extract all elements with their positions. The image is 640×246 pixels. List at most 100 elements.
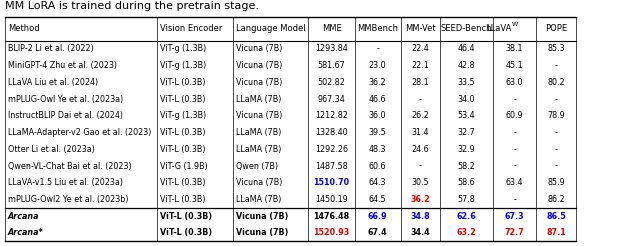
Text: Language Model: Language Model — [236, 24, 305, 33]
Text: 67.3: 67.3 — [505, 212, 524, 221]
Text: 57.8: 57.8 — [458, 195, 476, 204]
Text: 63.2: 63.2 — [457, 229, 476, 237]
Text: Method: Method — [8, 24, 39, 33]
Text: -: - — [513, 95, 516, 104]
Text: Vision Encoder: Vision Encoder — [160, 24, 222, 33]
Text: 58.6: 58.6 — [458, 178, 476, 187]
Text: 64.5: 64.5 — [369, 195, 387, 204]
Text: Otter Li et al. (2023a): Otter Li et al. (2023a) — [8, 145, 95, 154]
Text: 32.7: 32.7 — [458, 128, 476, 137]
Text: 85.9: 85.9 — [547, 178, 565, 187]
Text: 581.67: 581.67 — [317, 61, 346, 70]
Text: SEED-Bench: SEED-Bench — [441, 24, 492, 33]
Text: 38.1: 38.1 — [506, 45, 524, 53]
Text: 46.4: 46.4 — [458, 45, 476, 53]
Text: ViT-L (0.3B): ViT-L (0.3B) — [160, 229, 212, 237]
Text: 42.8: 42.8 — [458, 61, 476, 70]
Text: 1510.70: 1510.70 — [314, 178, 349, 187]
Text: -: - — [555, 61, 557, 70]
Text: 31.4: 31.4 — [412, 128, 429, 137]
Text: 46.6: 46.6 — [369, 95, 387, 104]
Text: ViT-L (0.3B): ViT-L (0.3B) — [160, 128, 205, 137]
Text: LLaMA (7B): LLaMA (7B) — [236, 95, 281, 104]
Text: 60.6: 60.6 — [369, 162, 387, 170]
Text: 1476.48: 1476.48 — [314, 212, 349, 221]
Text: Vicuna (7B): Vicuna (7B) — [236, 229, 288, 237]
Text: POPE: POPE — [545, 24, 567, 33]
Text: Arcana: Arcana — [8, 212, 39, 221]
Text: -: - — [376, 45, 379, 53]
Text: -: - — [555, 95, 557, 104]
Text: LLaMA-Adapter-v2 Gao et al. (2023): LLaMA-Adapter-v2 Gao et al. (2023) — [8, 128, 151, 137]
Text: -: - — [513, 162, 516, 170]
Text: 24.6: 24.6 — [412, 145, 429, 154]
Text: 502.82: 502.82 — [317, 78, 346, 87]
Text: 34.8: 34.8 — [411, 212, 430, 221]
Text: Vicuna (7B): Vicuna (7B) — [236, 212, 288, 221]
Text: 36.0: 36.0 — [369, 111, 387, 120]
Text: 34.4: 34.4 — [411, 229, 430, 237]
Text: 86.2: 86.2 — [547, 195, 565, 204]
Text: 72.7: 72.7 — [505, 229, 524, 237]
Text: 28.1: 28.1 — [412, 78, 429, 87]
Text: BLIP-2 Li et al. (2022): BLIP-2 Li et al. (2022) — [8, 45, 93, 53]
Text: ViT-G (1.9B): ViT-G (1.9B) — [160, 162, 208, 170]
Text: ViT-L (0.3B): ViT-L (0.3B) — [160, 212, 212, 221]
Text: -: - — [555, 128, 557, 137]
Text: mPLUG-Owl2 Ye et al. (2023b): mPLUG-Owl2 Ye et al. (2023b) — [8, 195, 128, 204]
Text: LLaMA (7B): LLaMA (7B) — [236, 128, 281, 137]
Text: LLaMA (7B): LLaMA (7B) — [236, 195, 281, 204]
Text: W: W — [512, 22, 518, 27]
Text: 87.1: 87.1 — [547, 229, 566, 237]
Text: Vicuna (7B): Vicuna (7B) — [236, 78, 282, 87]
Text: 62.6: 62.6 — [457, 212, 476, 221]
Text: 60.9: 60.9 — [506, 111, 524, 120]
Text: 1450.19: 1450.19 — [315, 195, 348, 204]
Text: LLaVA Liu et al. (2024): LLaVA Liu et al. (2024) — [8, 78, 98, 87]
Text: ViT-g (1.3B): ViT-g (1.3B) — [160, 61, 206, 70]
Text: 26.2: 26.2 — [412, 111, 429, 120]
Text: Vicuna (7B): Vicuna (7B) — [236, 61, 282, 70]
Text: 1487.58: 1487.58 — [315, 162, 348, 170]
Text: -: - — [419, 95, 422, 104]
Text: MiniGPT-4 Zhu et al. (2023): MiniGPT-4 Zhu et al. (2023) — [8, 61, 116, 70]
Text: 34.0: 34.0 — [458, 95, 476, 104]
Text: 1292.26: 1292.26 — [315, 145, 348, 154]
Text: 58.2: 58.2 — [458, 162, 476, 170]
Text: LLaMA (7B): LLaMA (7B) — [236, 145, 281, 154]
Text: ViT-L (0.3B): ViT-L (0.3B) — [160, 95, 205, 104]
Text: 45.1: 45.1 — [506, 61, 524, 70]
Text: LLaVA: LLaVA — [486, 24, 511, 33]
Text: -: - — [555, 145, 557, 154]
Text: -: - — [513, 128, 516, 137]
Text: LLaVA-v1.5 Liu et al. (2023a): LLaVA-v1.5 Liu et al. (2023a) — [8, 178, 123, 187]
Text: 63.4: 63.4 — [506, 178, 524, 187]
Text: InstructBLIP Dai et al. (2024): InstructBLIP Dai et al. (2024) — [8, 111, 123, 120]
Text: -: - — [513, 145, 516, 154]
Text: 63.0: 63.0 — [506, 78, 524, 87]
Text: MM LoRA is trained during the pretrain stage.: MM LoRA is trained during the pretrain s… — [5, 1, 259, 11]
Text: Arcana*: Arcana* — [8, 229, 44, 237]
Text: MM-Vet: MM-Vet — [405, 24, 436, 33]
Text: -: - — [513, 195, 516, 204]
Text: 67.4: 67.4 — [368, 229, 387, 237]
Text: 1293.84: 1293.84 — [315, 45, 348, 53]
Text: mPLUG-Owl Ye et al. (2023a): mPLUG-Owl Ye et al. (2023a) — [8, 95, 123, 104]
Text: 39.5: 39.5 — [369, 128, 387, 137]
Text: Vicuna (7B): Vicuna (7B) — [236, 178, 282, 187]
Text: 80.2: 80.2 — [547, 78, 565, 87]
Text: 32.9: 32.9 — [458, 145, 476, 154]
Text: 23.0: 23.0 — [369, 61, 387, 70]
Text: 1212.82: 1212.82 — [315, 111, 348, 120]
Text: 967.34: 967.34 — [317, 95, 346, 104]
Text: ViT-L (0.3B): ViT-L (0.3B) — [160, 145, 205, 154]
Text: Qwen-VL-Chat Bai et al. (2023): Qwen-VL-Chat Bai et al. (2023) — [8, 162, 131, 170]
Text: ViT-g (1.3B): ViT-g (1.3B) — [160, 45, 206, 53]
Text: MME: MME — [322, 24, 341, 33]
Text: 48.3: 48.3 — [369, 145, 387, 154]
Text: 53.4: 53.4 — [458, 111, 476, 120]
Text: 78.9: 78.9 — [547, 111, 565, 120]
Text: Qwen (7B): Qwen (7B) — [236, 162, 278, 170]
Text: 36.2: 36.2 — [369, 78, 387, 87]
Text: Vicuna (7B): Vicuna (7B) — [236, 45, 282, 53]
